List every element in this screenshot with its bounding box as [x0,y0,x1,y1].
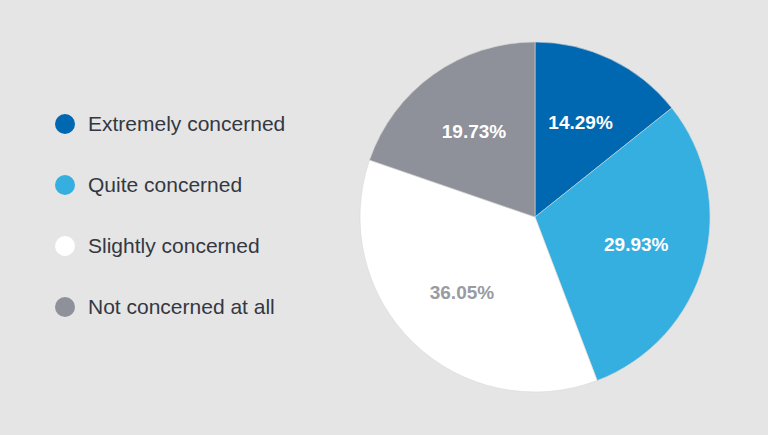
legend-swatch [55,236,75,256]
slice [370,42,535,217]
legend-label: Extremely concerned [88,112,285,135]
data-label: 19.73% [442,121,507,142]
legend-item: Not concerned at all [55,295,275,318]
background [0,0,768,435]
legend-swatch [55,175,75,195]
legend-item: Extremely concerned [55,112,285,135]
legend-swatch [55,114,75,134]
slices [360,42,710,392]
legend-item: Slightly concerned [55,234,260,257]
data-labels: 14.29% 29.93% 36.05% 19.73% [430,112,669,303]
legend: Extremely concerned Quite concerned Slight… [55,112,285,318]
pie: 14.29% 29.93% 36.05% 19.73% [360,42,710,392]
data-label: 29.93% [604,234,669,255]
data-label: 14.29% [548,112,613,133]
legend-swatch [55,297,75,317]
legend-item: Quite concerned [55,173,242,196]
legend-label: Slightly concerned [88,234,260,257]
legend-label: Not concerned at all [88,295,275,318]
data-label: 36.05% [430,282,495,303]
chart: 14.29% 29.93% 36.05% 19.73% Extremely concer… [0,0,768,435]
legend-label: Quite concerned [88,173,242,196]
